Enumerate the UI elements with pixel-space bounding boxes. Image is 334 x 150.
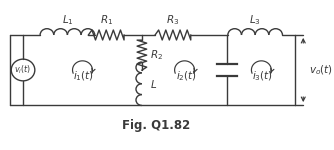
Text: $v_i(t)$: $v_i(t)$ xyxy=(14,64,32,76)
Text: $R_1$: $R_1$ xyxy=(100,13,113,27)
Text: $L$: $L$ xyxy=(150,78,157,90)
Text: $v_o(t)$: $v_o(t)$ xyxy=(309,63,333,77)
Text: $R_2$: $R_2$ xyxy=(150,48,163,62)
Text: Fig. Q1.82: Fig. Q1.82 xyxy=(122,118,190,132)
Text: $i_1(t)$: $i_1(t)$ xyxy=(73,70,95,83)
Text: $i_2(t)$: $i_2(t)$ xyxy=(176,70,197,83)
Text: $L_1$: $L_1$ xyxy=(61,13,73,27)
Text: $R_3$: $R_3$ xyxy=(166,13,180,27)
Text: $i_3(t)$: $i_3(t)$ xyxy=(253,70,274,83)
Text: $L_3$: $L_3$ xyxy=(249,13,261,27)
